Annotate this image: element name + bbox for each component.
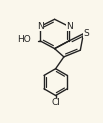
- Text: N: N: [66, 22, 72, 31]
- Text: N: N: [37, 22, 44, 31]
- Text: HO: HO: [17, 35, 31, 44]
- Text: Cl: Cl: [51, 98, 60, 107]
- Text: S: S: [83, 29, 89, 38]
